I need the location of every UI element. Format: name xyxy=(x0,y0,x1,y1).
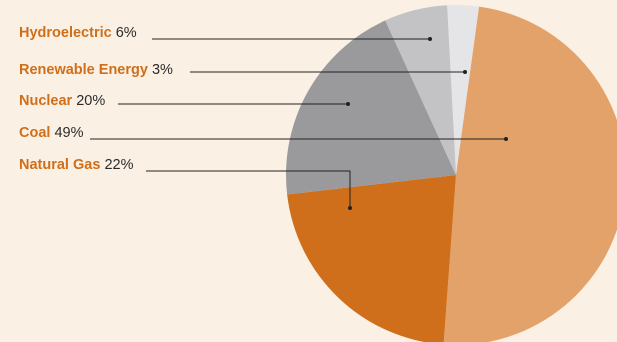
label-nuclear-value: 20% xyxy=(76,93,105,109)
label-renewable-energy-value: 3% xyxy=(152,62,173,78)
label-natural-gas-name: Natural Gas xyxy=(19,157,100,173)
leader-dot-renewable-energy xyxy=(463,70,467,74)
leader-dot-natural-gas xyxy=(348,206,352,210)
leader-dot-nuclear xyxy=(346,102,350,106)
label-coal-name: Coal xyxy=(19,125,50,141)
label-hydroelectric: Hydroelectric 6% xyxy=(19,25,137,42)
pie-slice-natural-gas xyxy=(287,175,456,342)
label-nuclear-name: Nuclear xyxy=(19,93,72,109)
label-hydroelectric-value: 6% xyxy=(116,25,137,41)
label-coal-value: 49% xyxy=(54,125,83,141)
label-nuclear: Nuclear 20% xyxy=(19,93,105,110)
label-renewable-energy-name: Renewable Energy xyxy=(19,62,148,78)
label-natural-gas: Natural Gas 22% xyxy=(19,157,133,174)
label-coal: Coal 49% xyxy=(19,125,83,142)
label-renewable-energy: Renewable Energy 3% xyxy=(19,62,173,79)
leader-dot-coal xyxy=(504,137,508,141)
leader-dot-hydroelectric xyxy=(428,37,432,41)
label-natural-gas-value: 22% xyxy=(104,157,133,173)
label-hydroelectric-name: Hydroelectric xyxy=(19,25,112,41)
